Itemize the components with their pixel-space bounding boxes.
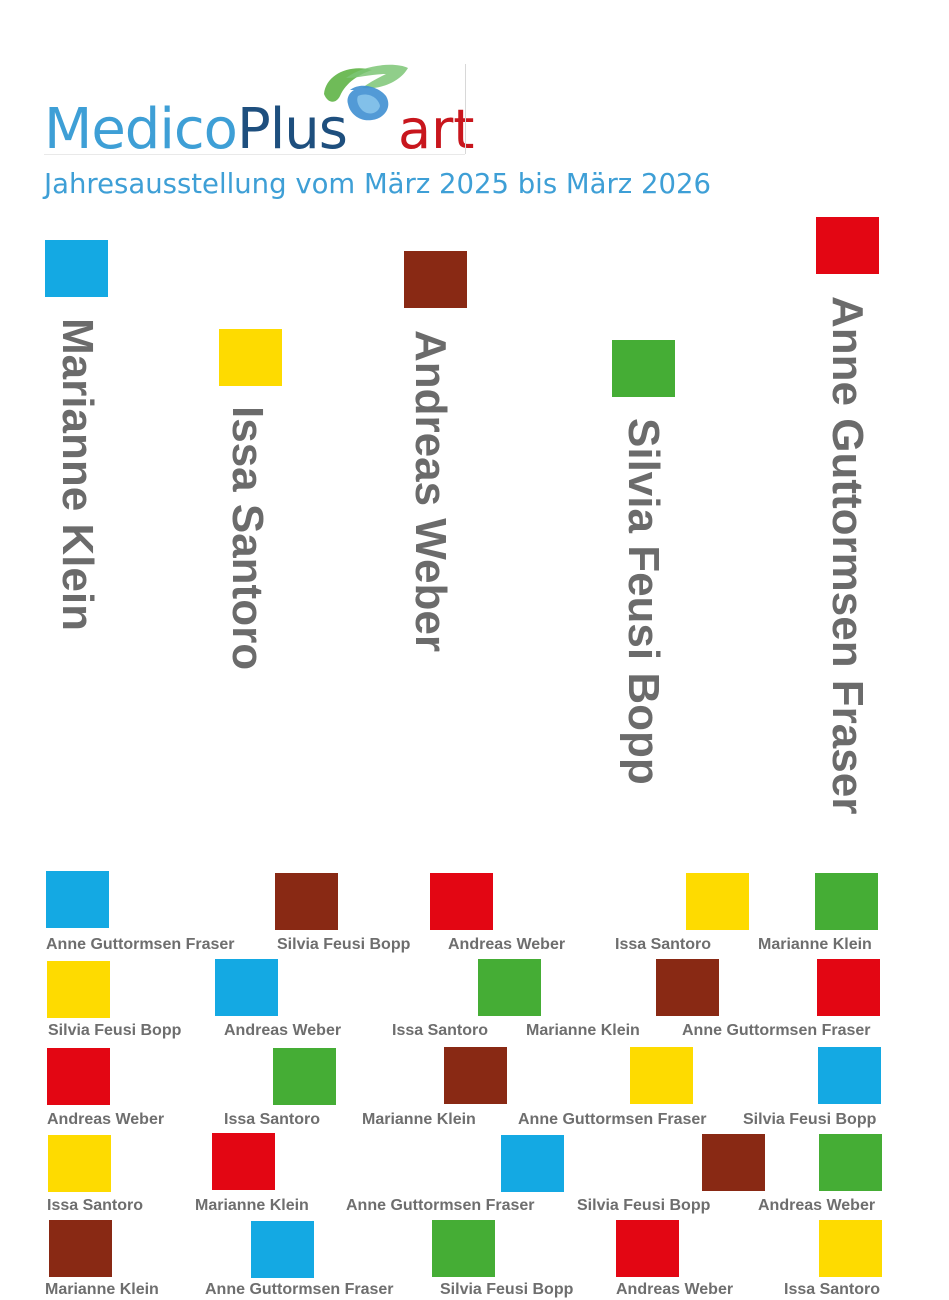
grid-color-square (46, 871, 109, 928)
artist-name: Marianne Klein (53, 318, 102, 631)
grid-color-square (273, 1048, 336, 1105)
grid-color-square (432, 1220, 495, 1277)
grid-color-square (501, 1135, 564, 1192)
grid-color-square (656, 959, 719, 1016)
grid-color-square (275, 873, 338, 930)
grid-artist-name: Issa Santoro (392, 1022, 489, 1039)
grid-color-square (819, 1134, 882, 1191)
grid-color-square (686, 873, 749, 930)
artist-name: Issa Santoro (223, 406, 272, 671)
logo-divider (44, 154, 465, 155)
grid-artist-name: Silvia Feusi Bopp (277, 936, 411, 953)
logo: MedicoPlus art (44, 60, 474, 162)
grid-color-square (815, 873, 878, 930)
grid-artist-name: Anne Guttormsen Fraser (682, 1022, 871, 1039)
grid-artist-name: Marianne Klein (758, 936, 872, 953)
artist-name: Silvia Feusi Bopp (619, 418, 668, 785)
grid-artist-name: Marianne Klein (45, 1281, 159, 1298)
grid-artist-name: Andreas Weber (616, 1281, 734, 1298)
grid-artist-name: Silvia Feusi Bopp (743, 1111, 877, 1128)
grid-color-square (48, 1135, 111, 1192)
grid-artist-name: Anne Guttormsen Fraser (205, 1281, 394, 1298)
grid-color-square (478, 959, 541, 1016)
grid-color-square (616, 1220, 679, 1277)
grid-color-square (817, 959, 880, 1016)
exhibition-subtitle: Jahresausstellung vom März 2025 bis März… (44, 168, 711, 200)
grid-color-square (215, 959, 278, 1016)
grid-artist-name: Issa Santoro (784, 1281, 881, 1298)
grid-artist-name: Silvia Feusi Bopp (577, 1197, 711, 1214)
grid-artist-name: Issa Santoro (615, 936, 712, 953)
grid-artist-name: Anne Guttormsen Fraser (46, 936, 235, 953)
artist-color-square (612, 340, 675, 397)
artist-color-square (45, 240, 108, 297)
leaf-swoosh-icon (324, 64, 408, 121)
grid-color-square (251, 1221, 314, 1278)
grid-artist-name: Anne Guttormsen Fraser (518, 1111, 707, 1128)
artist-color-square (219, 329, 282, 386)
grid-artist-name: Andreas Weber (224, 1022, 342, 1039)
grid-color-square (818, 1047, 881, 1104)
brand-name: MedicoPlus (44, 97, 348, 162)
grid-color-square (47, 961, 110, 1018)
grid-artist-name: Silvia Feusi Bopp (440, 1281, 574, 1298)
logo-frame-line (465, 64, 466, 154)
grid-artist-name: Marianne Klein (195, 1197, 309, 1214)
grid-artist-name: Anne Guttormsen Fraser (346, 1197, 535, 1214)
grid-artist-name: Issa Santoro (224, 1111, 321, 1128)
grid-artist-name: Marianne Klein (362, 1111, 476, 1128)
grid-color-square (630, 1047, 693, 1104)
artist-name: Andreas Weber (406, 330, 455, 652)
grid-color-square (444, 1047, 507, 1104)
grid-artist-name: Andreas Weber (47, 1111, 165, 1128)
brand-plus: Plus (236, 97, 348, 162)
grid-color-square (47, 1048, 110, 1105)
brand-medico: Medico (44, 97, 238, 162)
grid-color-square (430, 873, 493, 930)
artist-name: Anne Guttormsen Fraser (823, 296, 872, 815)
grid-color-square (819, 1220, 882, 1277)
grid-artist-name: Silvia Feusi Bopp (48, 1022, 182, 1039)
brand-art: art (398, 98, 475, 161)
grid-color-square (702, 1134, 765, 1191)
grid-artist-name: Andreas Weber (758, 1197, 876, 1214)
grid-color-square (49, 1220, 112, 1277)
grid-color-square (212, 1133, 275, 1190)
artist-color-square (404, 251, 467, 308)
grid-artist-name: Marianne Klein (526, 1022, 640, 1039)
grid-artist-name: Andreas Weber (448, 936, 566, 953)
grid-artist-name: Issa Santoro (47, 1197, 144, 1214)
artist-color-square (816, 217, 879, 274)
